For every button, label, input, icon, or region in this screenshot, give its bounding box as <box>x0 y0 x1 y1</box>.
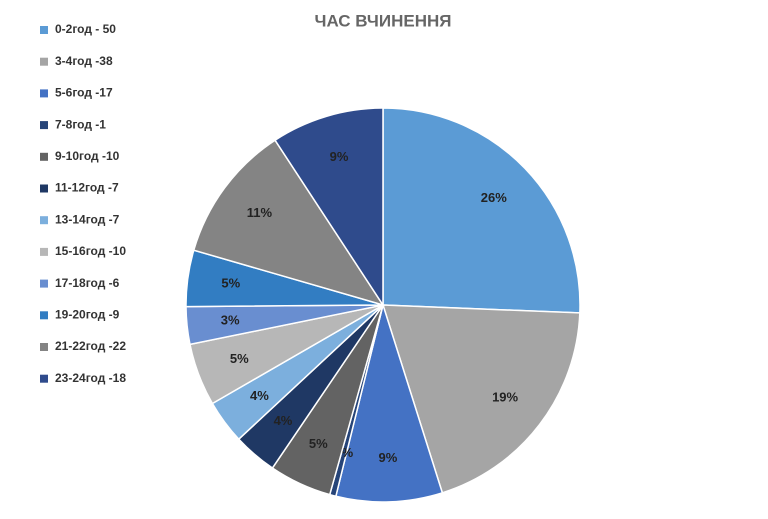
slice-label: 3% <box>221 312 240 327</box>
pie-slice <box>381 304 581 494</box>
legend-label: 17-18год -6 <box>55 276 120 290</box>
legend-swatch <box>40 184 48 193</box>
legend-swatch <box>40 152 48 161</box>
legend-label: 0-2год - 50 <box>55 22 116 36</box>
slice-label: 4% <box>250 388 269 403</box>
legend-swatch <box>40 121 48 130</box>
legend-swatch <box>40 57 48 66</box>
legend-swatch <box>40 279 48 288</box>
legend-label: 7-8год -1 <box>55 117 106 131</box>
legend-swatch <box>40 311 48 320</box>
pie-slice <box>274 107 384 308</box>
legend-label: 13-14год -7 <box>55 212 120 226</box>
slice-label: 5% <box>230 351 249 366</box>
legend-label: 21-22год -22 <box>55 339 126 353</box>
legend-label: 15-16год -10 <box>55 244 126 258</box>
chart-title: ЧАС ВЧИНЕННЯ <box>315 11 452 30</box>
pie-slice <box>382 107 581 314</box>
legend-label: 3-4год -38 <box>55 54 113 68</box>
pie-slice <box>192 139 385 307</box>
slice-label: 5% <box>309 436 328 451</box>
slice-label: 19% <box>492 390 518 405</box>
slice-label: 9% <box>330 149 349 164</box>
legend-label: 9-10год -10 <box>55 149 120 163</box>
slice-label: 9% <box>379 450 398 465</box>
legend-swatch <box>40 247 48 256</box>
legend-label: 19-20год -9 <box>55 307 120 321</box>
legend-label: 5-6год -17 <box>55 86 113 100</box>
legend-swatch <box>40 374 48 383</box>
pie-slice <box>334 302 444 503</box>
legend-swatch <box>40 26 48 34</box>
slice-label: 11% <box>247 205 273 220</box>
legend-label: 23-24год -18 <box>55 371 126 385</box>
slice-label: 26% <box>481 190 507 205</box>
slice-label: 4% <box>274 413 293 428</box>
legend-label: 11-12год -7 <box>55 181 119 195</box>
legend-swatch <box>40 89 48 98</box>
legend-swatch <box>40 343 48 351</box>
legend-swatch <box>40 216 48 225</box>
slice-label: 5% <box>221 275 240 290</box>
